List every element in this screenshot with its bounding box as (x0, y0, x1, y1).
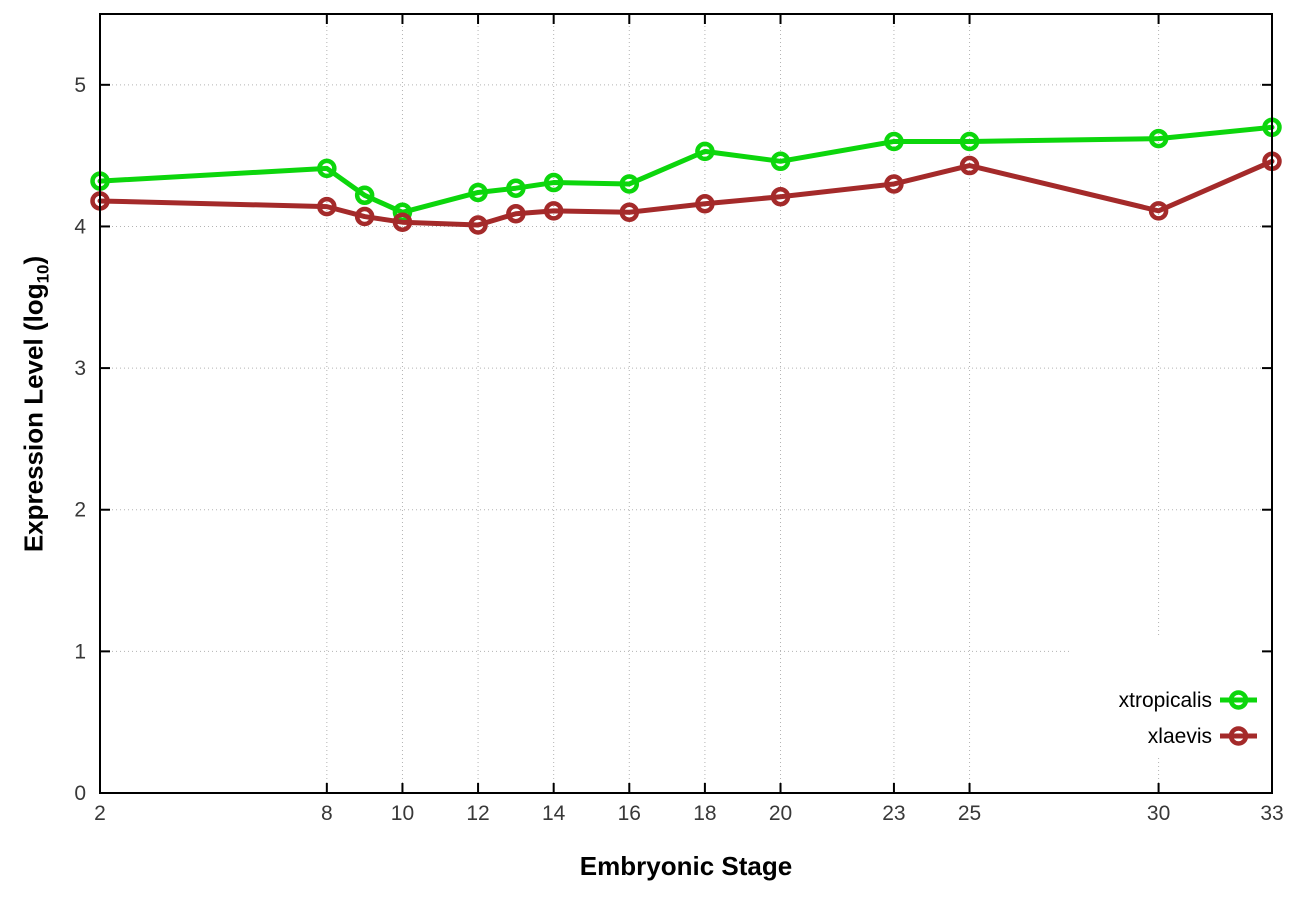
x-tick-label: 16 (618, 802, 641, 825)
y-tick-label: 0 (74, 782, 86, 805)
data-point-xlaevis (392, 212, 413, 232)
data-point-xlaevis (317, 196, 337, 217)
data-point-xlaevis (468, 215, 488, 235)
x-tick-label: 8 (321, 802, 333, 825)
x-tick-label: 33 (1260, 802, 1283, 825)
y-tick-label: 1 (74, 640, 86, 663)
data-point-xtropicalis (543, 172, 564, 193)
data-point-xtropicalis (619, 174, 640, 194)
legend-label-xtropicalis: xtropicalis (1119, 689, 1212, 712)
data-point-xlaevis (354, 206, 375, 227)
x-tick-label: 12 (466, 802, 489, 825)
y-tick-label: 2 (74, 499, 86, 522)
x-tick-label: 30 (1147, 802, 1170, 825)
x-tick-label: 10 (391, 802, 414, 825)
data-point-xtropicalis (354, 185, 375, 206)
x-tick-label: 14 (542, 802, 566, 825)
y-axis-title: Expression Level (log10) (18, 256, 53, 552)
y-tick-label: 4 (74, 215, 86, 238)
legend-label-xlaevis: xlaevis (1148, 725, 1212, 748)
data-point-xtropicalis (884, 131, 904, 152)
data-point-xtropicalis (468, 182, 488, 203)
data-point-xtropicalis (770, 151, 791, 172)
x-tick-label: 18 (693, 802, 716, 825)
plot-border (99, 13, 1273, 794)
data-point-xlaevis (543, 201, 564, 221)
data-point-xlaevis (959, 155, 980, 176)
x-axis-title: Embryonic Stage (579, 851, 793, 881)
series-line-xtropicalis (97, 124, 1275, 215)
y-axis-title-close: ) (18, 255, 49, 265)
data-point-xlaevis (770, 186, 791, 207)
data-point-xtropicalis (506, 178, 526, 198)
x-tick-label: 2 (94, 802, 106, 825)
x-tick-label: 25 (958, 802, 981, 825)
data-point-xtropicalis (1148, 128, 1169, 149)
data-point-xtropicalis (959, 131, 980, 152)
legend-marker-xlaevis (1228, 726, 1249, 746)
data-point-xtropicalis (317, 158, 337, 179)
data-point-xtropicalis (695, 141, 715, 162)
data-point-xlaevis (1148, 201, 1169, 221)
data-point-xlaevis (884, 174, 904, 194)
x-tick-label: 23 (882, 802, 905, 825)
y-axis-title-subscript: 10 (33, 264, 53, 284)
data-point-xlaevis (506, 203, 526, 224)
x-tick-label: 20 (769, 802, 792, 825)
data-point-xlaevis (619, 202, 640, 223)
y-tick-label: 3 (74, 357, 86, 380)
y-tick-label: 5 (74, 74, 86, 97)
y-axis-title-text: Expression Level (log (18, 283, 49, 553)
legend-marker-xtropicalis (1228, 690, 1249, 710)
data-point-xlaevis (695, 194, 715, 214)
